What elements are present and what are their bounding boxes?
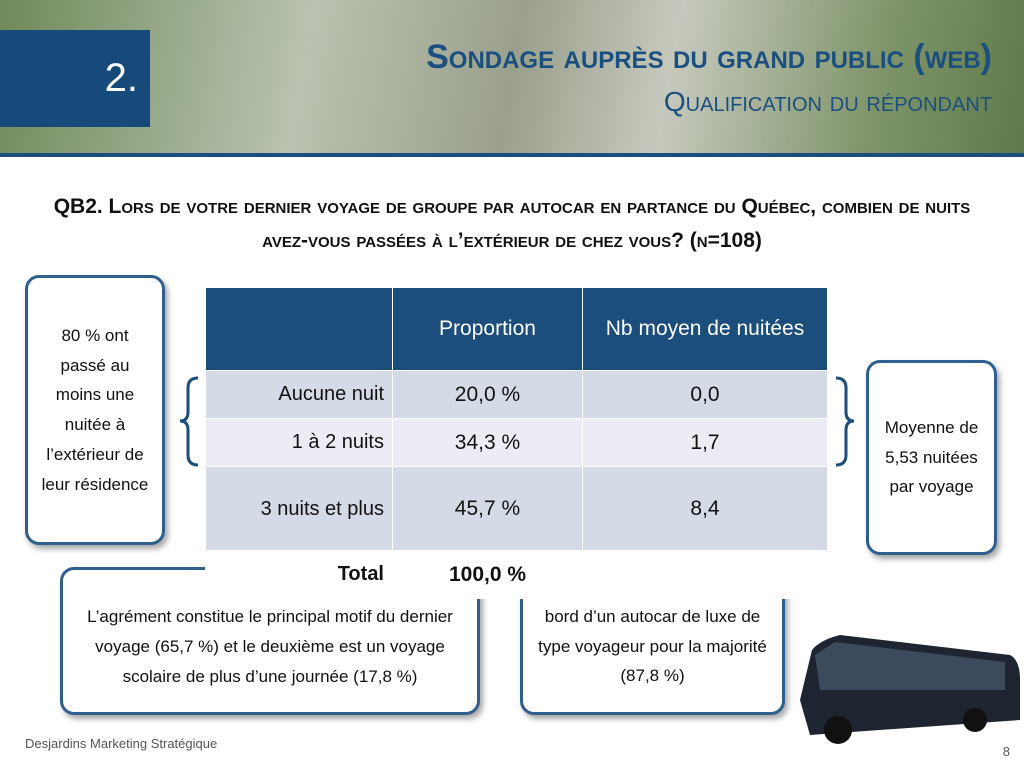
- footer-source: Desjardins Marketing Stratégique: [25, 736, 218, 751]
- cell: 45,7 %: [392, 466, 583, 551]
- cell: 1,7: [582, 418, 828, 467]
- row-label: 3 nuits et plus: [205, 466, 393, 551]
- cell: 8,4: [582, 466, 828, 551]
- data-table: Proportion Nb moyen de nuitées Aucune nui…: [205, 287, 828, 599]
- page-number: 8: [1002, 744, 1010, 759]
- brace-right: [835, 376, 855, 467]
- title: Sondage auprès du grand public (web): [426, 38, 992, 76]
- row-label: Total: [205, 550, 393, 599]
- question: QB2. Lors de votre dernier voyage de gro…: [53, 195, 971, 252]
- cell: 20,0 %: [392, 370, 583, 419]
- subtitle: Qualification du répondant: [663, 86, 992, 117]
- row-label: 1 à 2 nuits: [205, 418, 393, 467]
- header-rule: [0, 153, 1024, 157]
- brace-left: [179, 376, 199, 467]
- cell: 34,3 %: [392, 418, 583, 467]
- bus-image: [800, 635, 1020, 744]
- row-label: Aucune nuit: [205, 370, 393, 419]
- cell: 100,0 %: [392, 550, 583, 599]
- cell: 0,0: [582, 370, 828, 419]
- header-photo: [0, 0, 1024, 155]
- column-header: Proportion: [392, 287, 583, 371]
- section-badge: 2.: [0, 30, 150, 127]
- column-header: Nb moyen de nuitées: [582, 287, 828, 371]
- callout-left: 80 % ont passé au moins une nuitée à l’e…: [25, 275, 165, 545]
- callout-right: Moyenne de 5,53 nuitées par voyage: [866, 360, 997, 555]
